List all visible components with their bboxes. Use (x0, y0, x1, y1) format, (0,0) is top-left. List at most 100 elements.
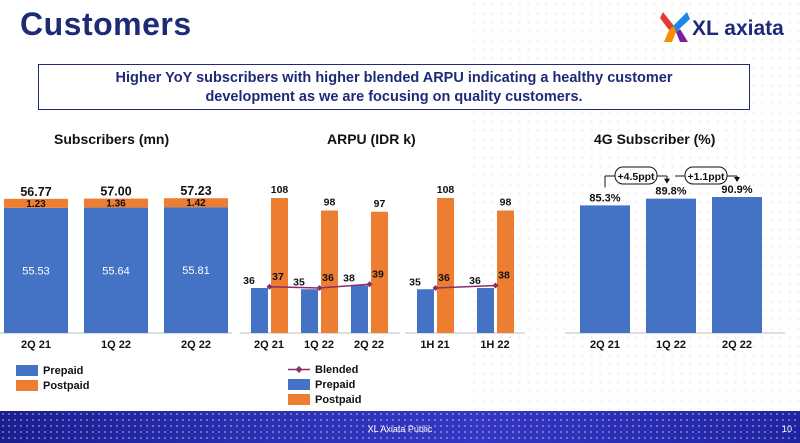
bar-postpaid (271, 198, 288, 333)
footer-pattern (0, 411, 800, 443)
data-label-prepaid: 36 (243, 275, 255, 287)
data-label-blended: 38 (498, 270, 510, 282)
x-tick-label: 1H 22 (480, 339, 509, 351)
blended-point (492, 282, 499, 289)
data-label-postpaid: 98 (500, 197, 512, 209)
blended-point (432, 285, 439, 291)
bar-postpaid (437, 198, 454, 333)
annotation-label: +1.1ppt (687, 171, 725, 183)
data-label-postpaid: 1.36 (106, 199, 126, 210)
data-label-prepaid: 36 (469, 275, 481, 287)
x-tick-label: 2Q 22 (181, 339, 211, 351)
bar-postpaid (164, 198, 228, 208)
arpu-chart-title: ARPU (IDR k) (327, 131, 416, 147)
blended-line (435, 284, 496, 289)
4g-subscriber-chart: 85.3% 2Q 21 89.8% 1Q 22 90.9% 2Q 22 +4.5ppt +1.… (565, 166, 785, 351)
legend-label: Blended (315, 363, 359, 376)
x-tick-label: 2Q 22 (354, 339, 384, 351)
data-label-postpaid: 108 (271, 184, 289, 196)
data-label-total: 56.77 (20, 185, 51, 199)
brand-logo: XL axiata (660, 10, 790, 50)
bar-postpaid (321, 210, 338, 333)
bar-postpaid (497, 210, 514, 333)
legend-label: Prepaid (315, 378, 356, 391)
headline-line-2: development as we are focusing on qualit… (205, 89, 583, 105)
data-label-blended: 36 (322, 272, 334, 284)
blended-point (366, 281, 373, 288)
xl-logo-icon (660, 12, 690, 42)
x-tick-label: 1Q 22 (101, 339, 131, 351)
annotation-arrow (734, 177, 740, 182)
bar-4g (712, 197, 762, 333)
data-label-blended: 39 (372, 268, 384, 280)
data-label-postpaid: 97 (374, 198, 386, 210)
data-label: 90.9% (721, 184, 752, 196)
legend-swatch-prepaid (16, 365, 38, 376)
data-label: 85.3% (589, 192, 620, 204)
bar-prepaid (84, 207, 148, 333)
annotation-arrow (664, 178, 670, 184)
legend-item-prepaid: Prepaid (16, 363, 89, 378)
legend-item-blended: Blended (288, 362, 361, 377)
data-label-prepaid: 38 (343, 273, 355, 285)
annotation-pill (614, 166, 658, 185)
data-label-postpaid: 1.42 (186, 198, 206, 209)
data-label-prepaid: 35 (293, 276, 305, 288)
blended-point (266, 283, 273, 290)
bar-prepaid (251, 288, 268, 333)
footer-classification: XL Axiata Public (367, 424, 433, 434)
legend-item-postpaid: Postpaid (16, 378, 89, 393)
legend-label: Postpaid (315, 393, 362, 406)
legend-label: Postpaid (43, 379, 90, 392)
x-tick-label: 1Q 22 (304, 339, 334, 351)
data-label-prepaid: 35 (409, 276, 421, 288)
x-tick-label: 2Q 21 (254, 339, 284, 351)
bar-postpaid (4, 198, 68, 208)
legend-item-prepaid: Prepaid (288, 377, 361, 392)
bar-prepaid (351, 285, 368, 333)
data-label-postpaid: 1.23 (26, 199, 46, 210)
bar-prepaid (417, 289, 434, 333)
data-label-postpaid: 98 (324, 197, 336, 209)
bar-prepaid (301, 289, 318, 333)
x-tick-label: 1Q 22 (656, 339, 686, 351)
bar-prepaid (164, 207, 228, 333)
data-label-total: 57.23 (180, 184, 211, 198)
blended-point (316, 285, 323, 291)
data-label-total: 57.00 (100, 185, 131, 199)
data-label: 89.8% (655, 186, 686, 198)
data-label-prepaid: 55.53 (22, 265, 50, 277)
x-tick-label: 2Q 21 (21, 339, 51, 351)
legend-item-postpaid: Postpaid (288, 392, 361, 407)
page-title: Customers (20, 6, 192, 42)
annotation-pill (684, 166, 728, 185)
x-tick-label: 1H 21 (420, 339, 449, 351)
bar-postpaid (371, 211, 388, 333)
annotation-label: +4.5ppt (617, 171, 655, 183)
legend-swatch-blended (288, 366, 310, 373)
x-tick-label: 2Q 22 (722, 339, 752, 351)
arpu-chart: 36 108 37 2Q 21 35 98 36 1Q 22 38 97 39 2Q 22 35 108 3… (240, 184, 525, 351)
data-label-prepaid: 55.81 (182, 265, 210, 277)
legend-label: Prepaid (43, 364, 84, 377)
4g-chart-title: 4G Subscriber (%) (594, 131, 716, 147)
bar-prepaid (4, 207, 68, 333)
arpu-legend: Blended Prepaid Postpaid (288, 362, 361, 407)
page-number: 10 (781, 424, 792, 434)
data-label-blended: 36 (438, 272, 450, 284)
subscribers-chart-title: Subscribers (mn) (54, 131, 170, 147)
headline-line-1: Higher YoY subscribers with higher blend… (115, 70, 673, 86)
data-label-postpaid: 108 (437, 184, 455, 196)
footer-bar: XL Axiata Public (0, 411, 800, 443)
subscribers-legend: Prepaid Postpaid (16, 363, 89, 393)
headline-box: Higher YoY subscribers with higher blend… (38, 64, 750, 110)
legend-swatch-postpaid (288, 394, 310, 405)
bar-4g (580, 205, 630, 333)
bar-prepaid (477, 288, 494, 333)
x-tick-label: 2Q 21 (590, 339, 620, 351)
data-label-blended: 37 (272, 271, 284, 283)
bar-postpaid (84, 198, 148, 208)
legend-swatch-postpaid (16, 380, 38, 391)
